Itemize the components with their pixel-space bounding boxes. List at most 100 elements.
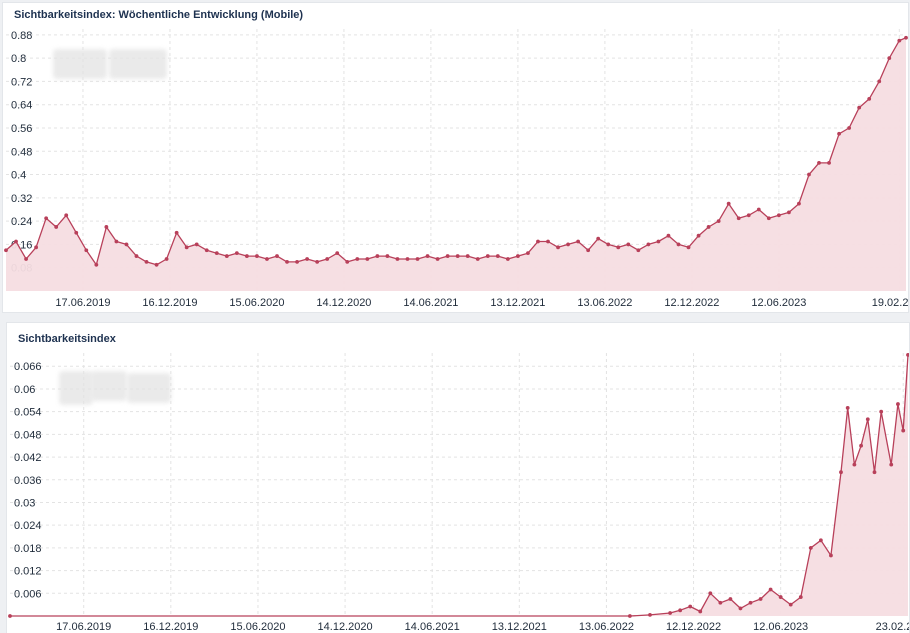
data-point bbox=[756, 207, 761, 212]
data-point bbox=[455, 254, 460, 258]
x-tick-label: 12.06.2023 bbox=[751, 297, 806, 309]
data-point bbox=[626, 242, 631, 247]
data-point bbox=[716, 219, 721, 224]
data-point bbox=[847, 126, 852, 130]
data-point bbox=[877, 79, 882, 84]
data-point bbox=[746, 213, 751, 218]
data-point bbox=[275, 254, 279, 258]
y-tick-label: 0.48 bbox=[11, 146, 32, 158]
data-point bbox=[34, 245, 39, 250]
y-tick-label: 0.64 bbox=[11, 100, 32, 112]
data-point bbox=[798, 595, 803, 599]
data-point bbox=[134, 254, 139, 258]
y-tick-label: 0.24 bbox=[11, 216, 32, 228]
data-point bbox=[904, 35, 908, 40]
data-point bbox=[345, 259, 350, 264]
x-tick-label: 14.12.2020 bbox=[318, 621, 373, 633]
data-point bbox=[726, 201, 731, 206]
y-tick-label: 0.018 bbox=[14, 543, 42, 555]
data-point bbox=[44, 216, 49, 221]
data-point bbox=[879, 409, 884, 414]
data-point bbox=[696, 233, 701, 238]
x-tick-label: 17.06.2019 bbox=[56, 621, 111, 633]
y-tick-label: 0.066 bbox=[14, 361, 42, 373]
data-point bbox=[606, 242, 611, 247]
data-point bbox=[748, 600, 753, 605]
x-tick-label: 14.06.2021 bbox=[405, 621, 460, 633]
x-tick-label: 12.06.2023 bbox=[753, 621, 808, 633]
data-point bbox=[445, 254, 450, 258]
data-point bbox=[556, 245, 560, 250]
y-tick-label: 0.06 bbox=[14, 384, 35, 396]
data-point bbox=[758, 597, 763, 601]
data-point bbox=[435, 257, 440, 261]
visibility-index-panel: Sichtbarkeitsindex 0.066 0.06 0.054 0.048 0.… bbox=[6, 322, 910, 633]
data-point bbox=[255, 254, 259, 258]
x-tick-label: 14.06.2021 bbox=[403, 297, 458, 309]
data-point bbox=[676, 242, 681, 247]
y-tick-label: 0.03 bbox=[14, 497, 35, 509]
data-point bbox=[839, 470, 843, 475]
y-tick-label: 0.012 bbox=[14, 566, 42, 578]
redacted-legend-block bbox=[109, 49, 167, 79]
data-point bbox=[668, 611, 672, 615]
data-point bbox=[648, 612, 652, 617]
data-point bbox=[708, 591, 713, 596]
data-point bbox=[827, 161, 831, 165]
data-point bbox=[214, 251, 219, 256]
data-point bbox=[817, 161, 821, 165]
data-point bbox=[305, 257, 310, 261]
data-point bbox=[74, 230, 79, 235]
weekly-mobile-visibility-panel: Sichtbarkeitsindex: Wöchentliche Entwick… bbox=[2, 2, 909, 313]
data-point bbox=[515, 254, 520, 258]
data-point bbox=[887, 56, 892, 61]
data-point bbox=[244, 254, 249, 258]
data-point bbox=[566, 242, 570, 247]
y-tick-label: 0.72 bbox=[11, 76, 32, 88]
y-tick-label: 0.036 bbox=[14, 475, 42, 487]
data-point bbox=[114, 239, 119, 244]
data-point bbox=[778, 595, 783, 599]
x-tick-label: 23.02.2024 bbox=[876, 621, 909, 633]
data-point bbox=[865, 417, 870, 422]
data-point bbox=[395, 257, 400, 261]
data-point bbox=[365, 257, 370, 261]
chart-title: Sichtbarkeitsindex: Wöchentliche Entwick… bbox=[14, 9, 304, 21]
data-point bbox=[857, 105, 862, 110]
data-point bbox=[788, 602, 793, 607]
data-point bbox=[8, 614, 12, 618]
data-point bbox=[859, 443, 863, 448]
data-point bbox=[465, 254, 470, 258]
data-point bbox=[766, 216, 771, 221]
x-tick-label: 14.12.2020 bbox=[316, 297, 371, 309]
data-point bbox=[616, 245, 621, 250]
data-point bbox=[829, 553, 833, 558]
x-tick-label: 15.06.2020 bbox=[230, 621, 285, 633]
data-point bbox=[698, 609, 703, 614]
data-point bbox=[906, 352, 909, 357]
data-point bbox=[627, 614, 632, 618]
y-tick-label: 0.042 bbox=[14, 452, 42, 464]
data-point bbox=[184, 245, 189, 250]
data-point bbox=[728, 597, 733, 601]
data-point bbox=[375, 254, 380, 258]
data-point bbox=[234, 251, 239, 256]
data-point bbox=[104, 225, 109, 229]
y-tick-label: 0.88 bbox=[11, 30, 32, 42]
data-point bbox=[325, 257, 330, 261]
data-point bbox=[154, 262, 159, 267]
data-point bbox=[64, 213, 69, 218]
data-point bbox=[164, 257, 169, 261]
data-point bbox=[526, 251, 530, 256]
data-point bbox=[688, 604, 693, 609]
data-point bbox=[475, 257, 480, 261]
x-tick-label: 13.06.2022 bbox=[579, 621, 634, 633]
data-point bbox=[738, 606, 743, 611]
data-point bbox=[837, 131, 841, 136]
y-tick-label: 0.4 bbox=[11, 170, 26, 182]
data-point bbox=[872, 470, 877, 475]
x-tick-label: 12.12.2022 bbox=[664, 297, 719, 309]
data-point bbox=[94, 262, 99, 267]
data-point bbox=[224, 254, 229, 258]
data-point bbox=[596, 236, 601, 241]
